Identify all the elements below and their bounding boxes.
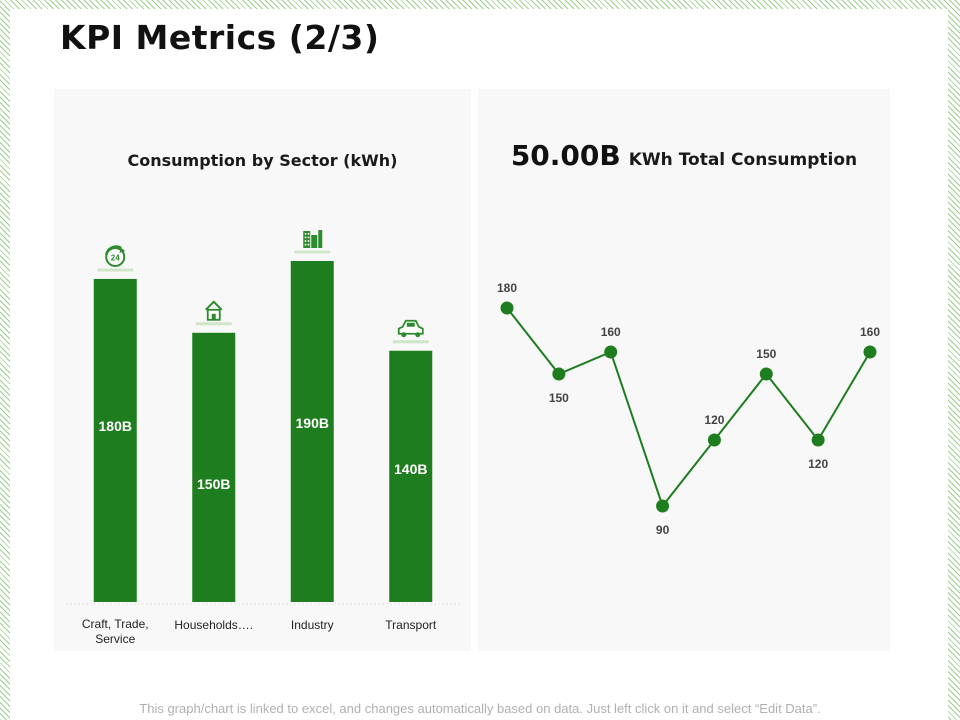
data-label: 90 (656, 523, 670, 537)
house-icon (195, 300, 232, 326)
data-point[interactable] (759, 367, 773, 381)
data-label: 160 (860, 325, 880, 339)
total-consumption-header: 50.00B KWh Total Consumption (478, 139, 890, 172)
data-label: 180 (497, 281, 517, 295)
line-chart-panel: 50.00B KWh Total Consumption (478, 89, 890, 651)
data-label: 120 (704, 413, 724, 427)
data-point[interactable] (707, 433, 721, 447)
series-line (506, 307, 871, 509)
data-point[interactable] (863, 345, 877, 359)
page-title: KPI Metrics (2/3) (60, 18, 380, 57)
category-label: Craft, Trade, (82, 617, 149, 631)
data-label: 150 (756, 347, 776, 361)
clock-24-icon: 24 (97, 245, 134, 272)
category-label: Transport (385, 618, 437, 632)
svg-text:24: 24 (111, 253, 120, 262)
bar-3[interactable] (290, 261, 334, 602)
category-label: Industry (291, 618, 334, 632)
bar-2[interactable] (192, 332, 236, 602)
total-consumption-value: 50.00B (510, 139, 621, 172)
footer-note: This graph/chart is linked to excel, and… (139, 701, 821, 716)
category-label: Households…. (174, 618, 253, 632)
bar-4[interactable] (389, 350, 433, 602)
data-label: 160 (601, 325, 621, 339)
bar-value-label: 140B (394, 461, 427, 477)
data-point[interactable] (656, 499, 670, 513)
bar-value-label: 150B (197, 476, 230, 492)
data-point[interactable] (500, 301, 514, 315)
bar-chart-title: Consumption by Sector (kWh) (127, 151, 398, 170)
data-point[interactable] (811, 433, 825, 447)
bar-value-label: 180B (99, 418, 132, 434)
total-consumption-label: KWh Total Consumption (628, 150, 858, 170)
factory-icon (294, 230, 331, 254)
category-label: Service (95, 632, 135, 646)
bar-1[interactable] (93, 278, 137, 602)
data-point[interactable] (604, 345, 618, 359)
data-point[interactable] (552, 367, 566, 381)
bar-value-label: 190B (296, 415, 329, 431)
data-label: 120 (808, 457, 828, 471)
data-label: 150 (549, 391, 569, 405)
car-icon (392, 319, 429, 344)
